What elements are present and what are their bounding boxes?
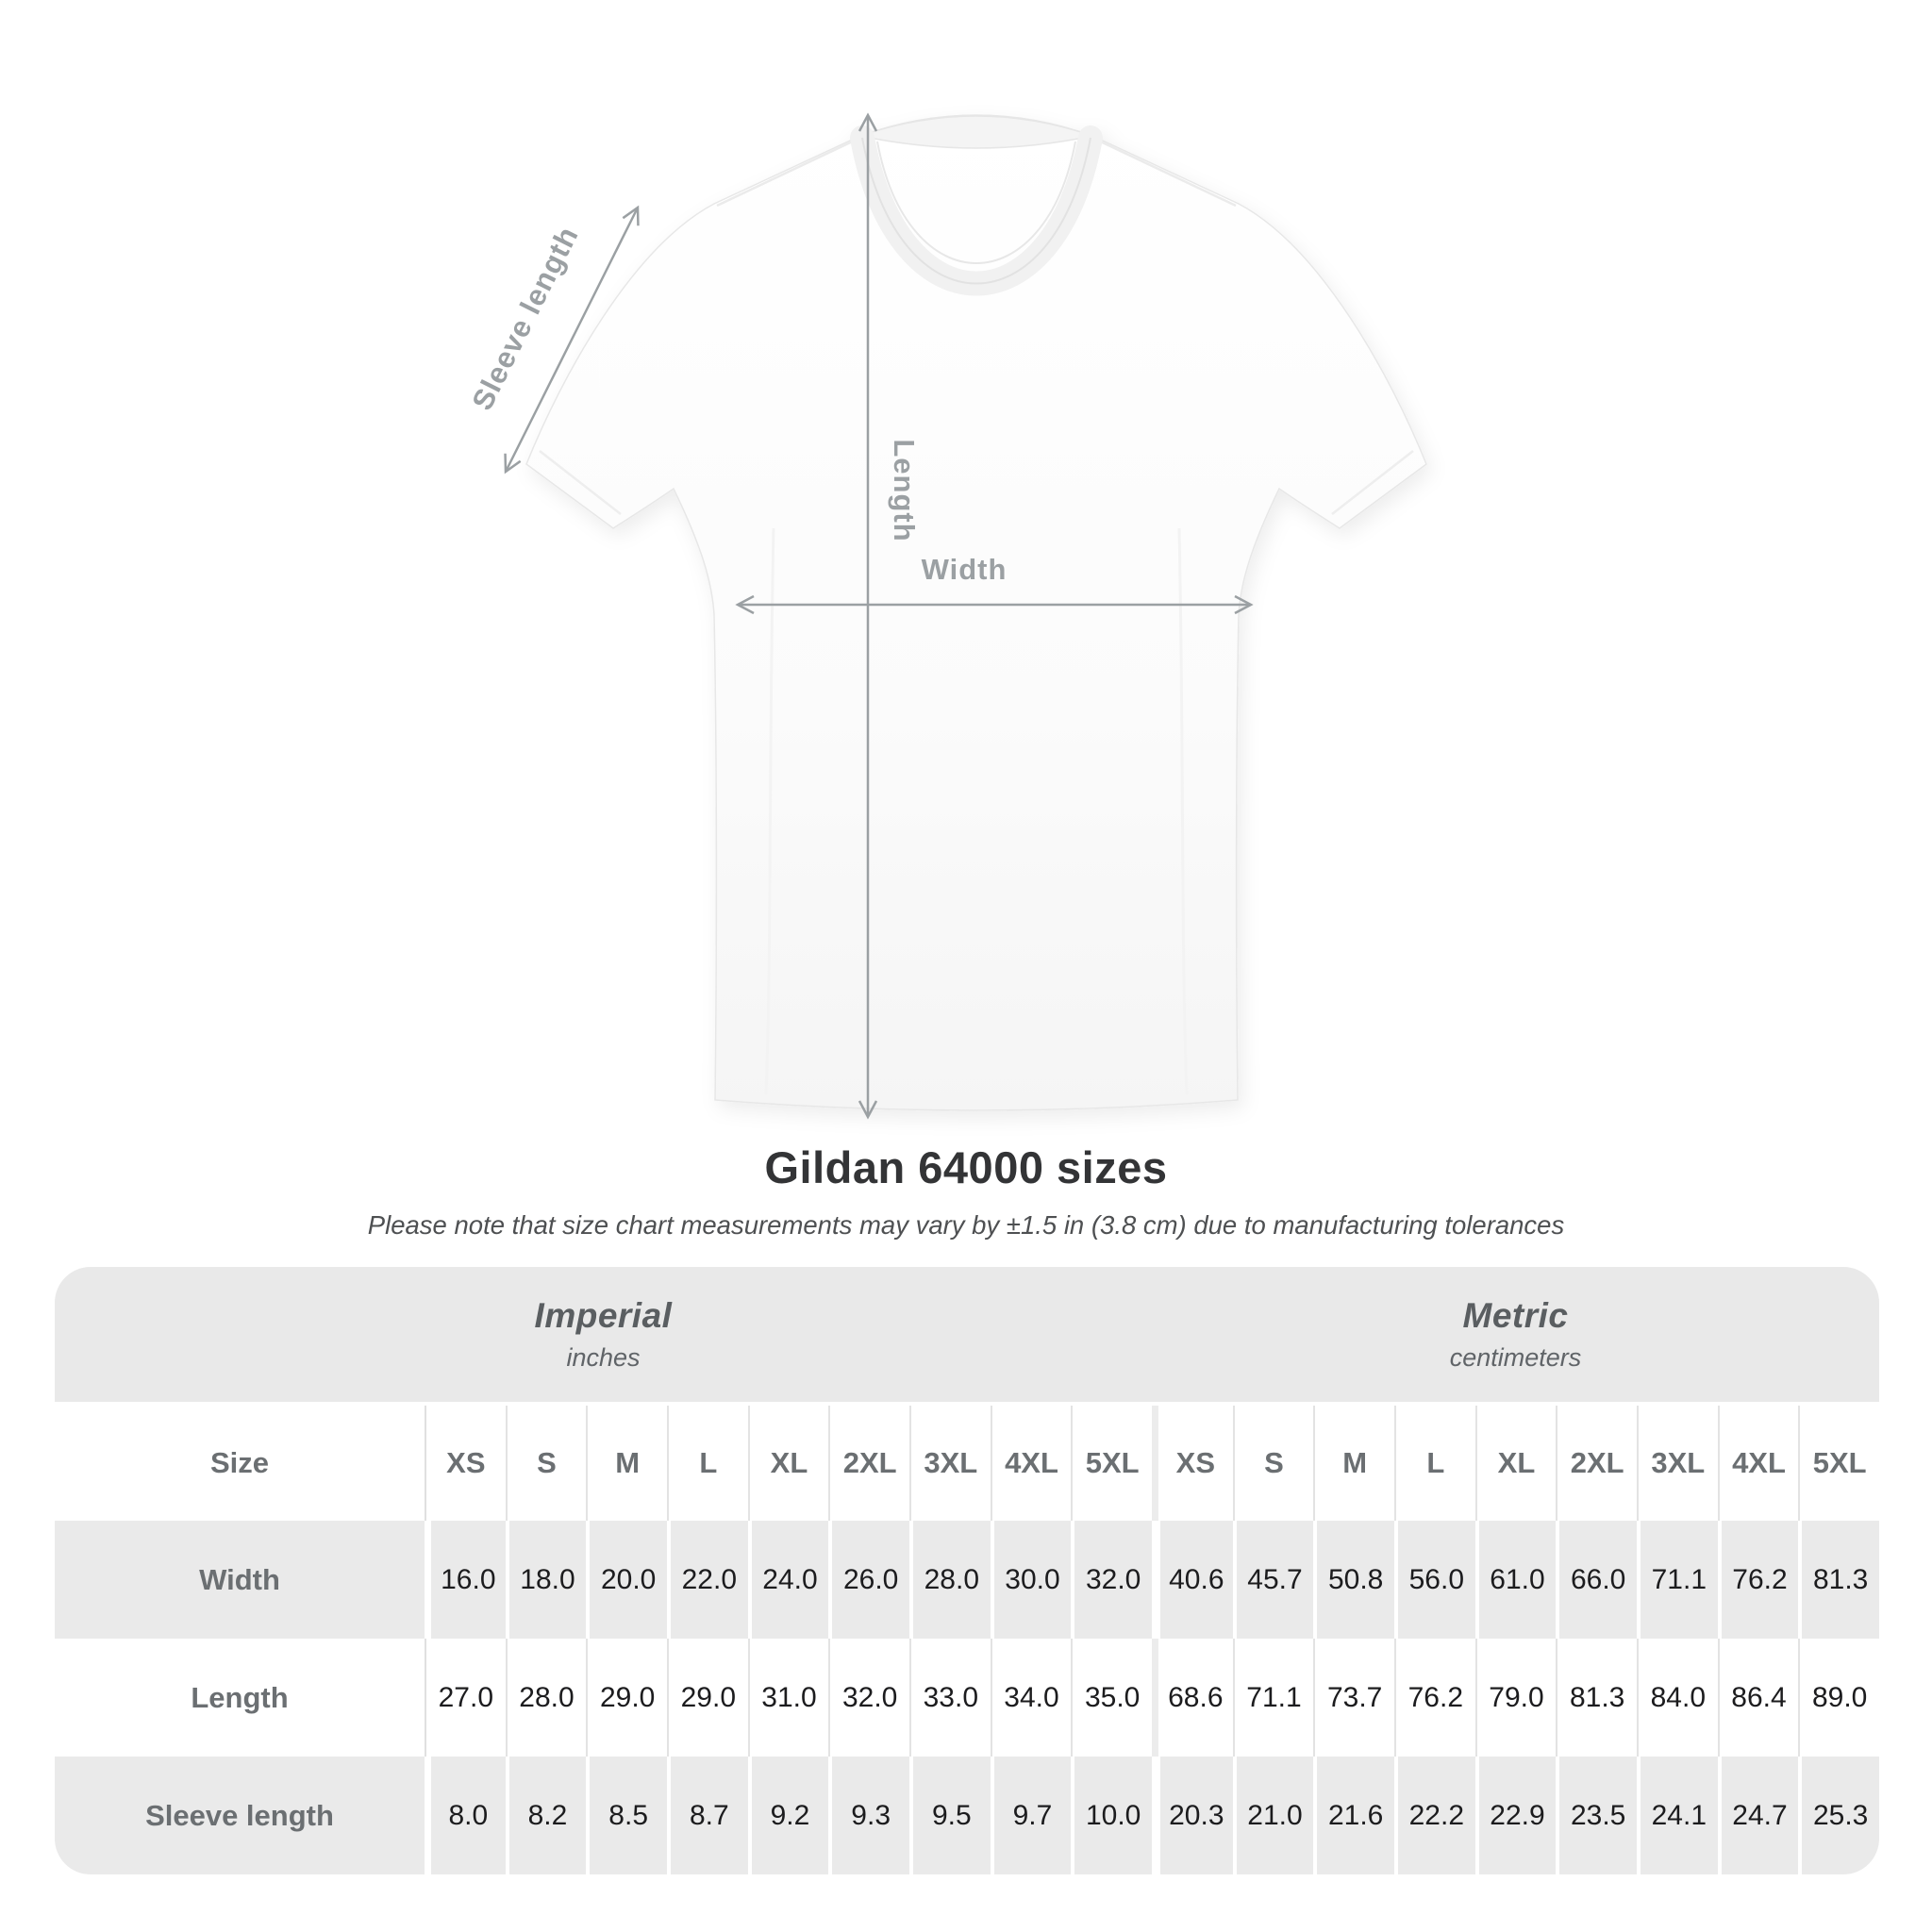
imperial-section-header: Imperial inches: [55, 1267, 1152, 1402]
width-value: 61.0: [1474, 1521, 1557, 1639]
length-value: 81.3: [1556, 1639, 1637, 1757]
sleeve-value: 10.0: [1071, 1757, 1152, 1874]
size-col-header: L: [666, 1406, 748, 1521]
size-header-row: Size XS S M L XL 2XL 3XL 4XL 5XL XS S M …: [55, 1406, 1879, 1521]
sleeve-value: 24.1: [1636, 1757, 1718, 1874]
sleeve-value: 9.7: [990, 1757, 1072, 1874]
tshirt-diagram-svg: Width Length Sleeve length: [465, 112, 1427, 1120]
size-col-header: XL: [1474, 1406, 1557, 1521]
size-table: Imperial inches Metric centimeters Size …: [55, 1267, 1879, 1874]
page-title: Gildan 64000 sizes: [764, 1142, 1168, 1192]
tshirt-measurement-diagram: Width Length Sleeve length: [321, 47, 1604, 1160]
width-value: 22.0: [666, 1521, 748, 1639]
width-value: 56.0: [1393, 1521, 1475, 1639]
sleeve-value: 24.7: [1717, 1757, 1799, 1874]
sleeve-value: 8.0: [425, 1757, 506, 1874]
width-annotation-label: Width: [922, 553, 1008, 586]
width-value: 28.0: [908, 1521, 991, 1639]
length-annotation-label: Length: [888, 439, 921, 541]
size-header-cell: Size: [209, 1446, 270, 1479]
size-col-header: 5XL: [1071, 1406, 1152, 1521]
width-value: 30.0: [990, 1521, 1072, 1639]
size-col-header: 3XL: [1636, 1406, 1718, 1521]
size-col-header: M: [586, 1406, 667, 1521]
row-label: Sleeve length: [145, 1798, 334, 1832]
sleeve-value: 8.7: [666, 1757, 748, 1874]
tshirt-body-shape: [525, 114, 1427, 1111]
sleeve-length-arrow: [504, 205, 640, 475]
width-value: 50.8: [1313, 1521, 1394, 1639]
length-value: 73.7: [1313, 1639, 1394, 1757]
size-col-header: XS: [1151, 1406, 1233, 1521]
table-row-width: Width 16.0 18.0 20.0 22.0 24.0 26.0 28.0…: [55, 1521, 1879, 1639]
table-row-sleeve-length: Sleeve length 8.0 8.2 8.5 8.7 9.2 9.3 9.…: [55, 1757, 1879, 1874]
width-value: 20.0: [586, 1521, 667, 1639]
imperial-title: Imperial: [534, 1296, 673, 1335]
length-value: 79.0: [1474, 1639, 1557, 1757]
row-label: Length: [191, 1680, 289, 1714]
length-value: 32.0: [828, 1639, 909, 1757]
sleeve-value: 9.2: [747, 1757, 829, 1874]
width-value: 81.3: [1798, 1521, 1879, 1639]
length-value: 29.0: [666, 1639, 748, 1757]
size-col-header: XS: [425, 1406, 506, 1521]
sleeve-value: 25.3: [1798, 1757, 1879, 1874]
tshirt-illustration: [525, 114, 1427, 1111]
sleeve-value: 9.5: [908, 1757, 991, 1874]
size-col-header: 2XL: [1556, 1406, 1637, 1521]
imperial-unit: inches: [566, 1343, 641, 1372]
width-value: 45.7: [1232, 1521, 1314, 1639]
size-col-header: S: [505, 1406, 587, 1521]
length-value: 29.0: [586, 1639, 667, 1757]
sleeve-value: 21.6: [1313, 1757, 1394, 1874]
length-value: 84.0: [1636, 1639, 1718, 1757]
length-value: 76.2: [1393, 1639, 1475, 1757]
length-value: 31.0: [747, 1639, 829, 1757]
metric-unit: centimeters: [1449, 1343, 1582, 1372]
row-label: Width: [199, 1562, 280, 1596]
sleeve-value: 8.5: [586, 1757, 667, 1874]
measurement-arrows: [504, 112, 1254, 1120]
size-col-header: M: [1313, 1406, 1394, 1521]
length-value: 28.0: [505, 1639, 587, 1757]
sleeve-value: 22.2: [1393, 1757, 1475, 1874]
width-value: 26.0: [828, 1521, 909, 1639]
unit-header-band: Imperial inches Metric centimeters: [55, 1267, 1879, 1406]
width-value: 32.0: [1071, 1521, 1152, 1639]
sleeve-value: 8.2: [505, 1757, 587, 1874]
width-value: 71.1: [1636, 1521, 1718, 1639]
length-value: 89.0: [1798, 1639, 1879, 1757]
length-value: 71.1: [1232, 1639, 1314, 1757]
sleeve-value: 22.9: [1474, 1757, 1557, 1874]
width-value: 66.0: [1556, 1521, 1637, 1639]
size-col-header: L: [1393, 1406, 1475, 1521]
length-value: 33.0: [908, 1639, 991, 1757]
table-row-length: Length 27.0 28.0 29.0 29.0 31.0 32.0 33.…: [55, 1639, 1879, 1757]
size-col-header: 5XL: [1798, 1406, 1879, 1521]
sleeve-value: 23.5: [1556, 1757, 1637, 1874]
size-col-header: S: [1232, 1406, 1314, 1521]
width-value: 40.6: [1151, 1521, 1233, 1639]
sleeve-value: 21.0: [1232, 1757, 1314, 1874]
width-value: 24.0: [747, 1521, 829, 1639]
length-value: 68.6: [1151, 1639, 1233, 1757]
sleeve-value: 9.3: [828, 1757, 909, 1874]
size-col-header: 4XL: [1717, 1406, 1799, 1521]
metric-section-header: Metric centimeters: [1152, 1267, 1879, 1402]
width-value: 76.2: [1717, 1521, 1799, 1639]
length-value: 34.0: [990, 1639, 1072, 1757]
length-value: 35.0: [1071, 1639, 1152, 1757]
size-col-header: 4XL: [990, 1406, 1072, 1521]
metric-title: Metric: [1462, 1296, 1569, 1335]
width-value: 16.0: [425, 1521, 506, 1639]
size-col-header: XL: [747, 1406, 829, 1521]
tolerance-note: Please note that size chart measurements…: [367, 1210, 1565, 1240]
size-col-header: 3XL: [908, 1406, 991, 1521]
width-value: 18.0: [505, 1521, 587, 1639]
sleeve-value: 20.3: [1151, 1757, 1233, 1874]
length-value: 27.0: [425, 1639, 506, 1757]
size-col-header: 2XL: [828, 1406, 909, 1521]
length-value: 86.4: [1717, 1639, 1799, 1757]
